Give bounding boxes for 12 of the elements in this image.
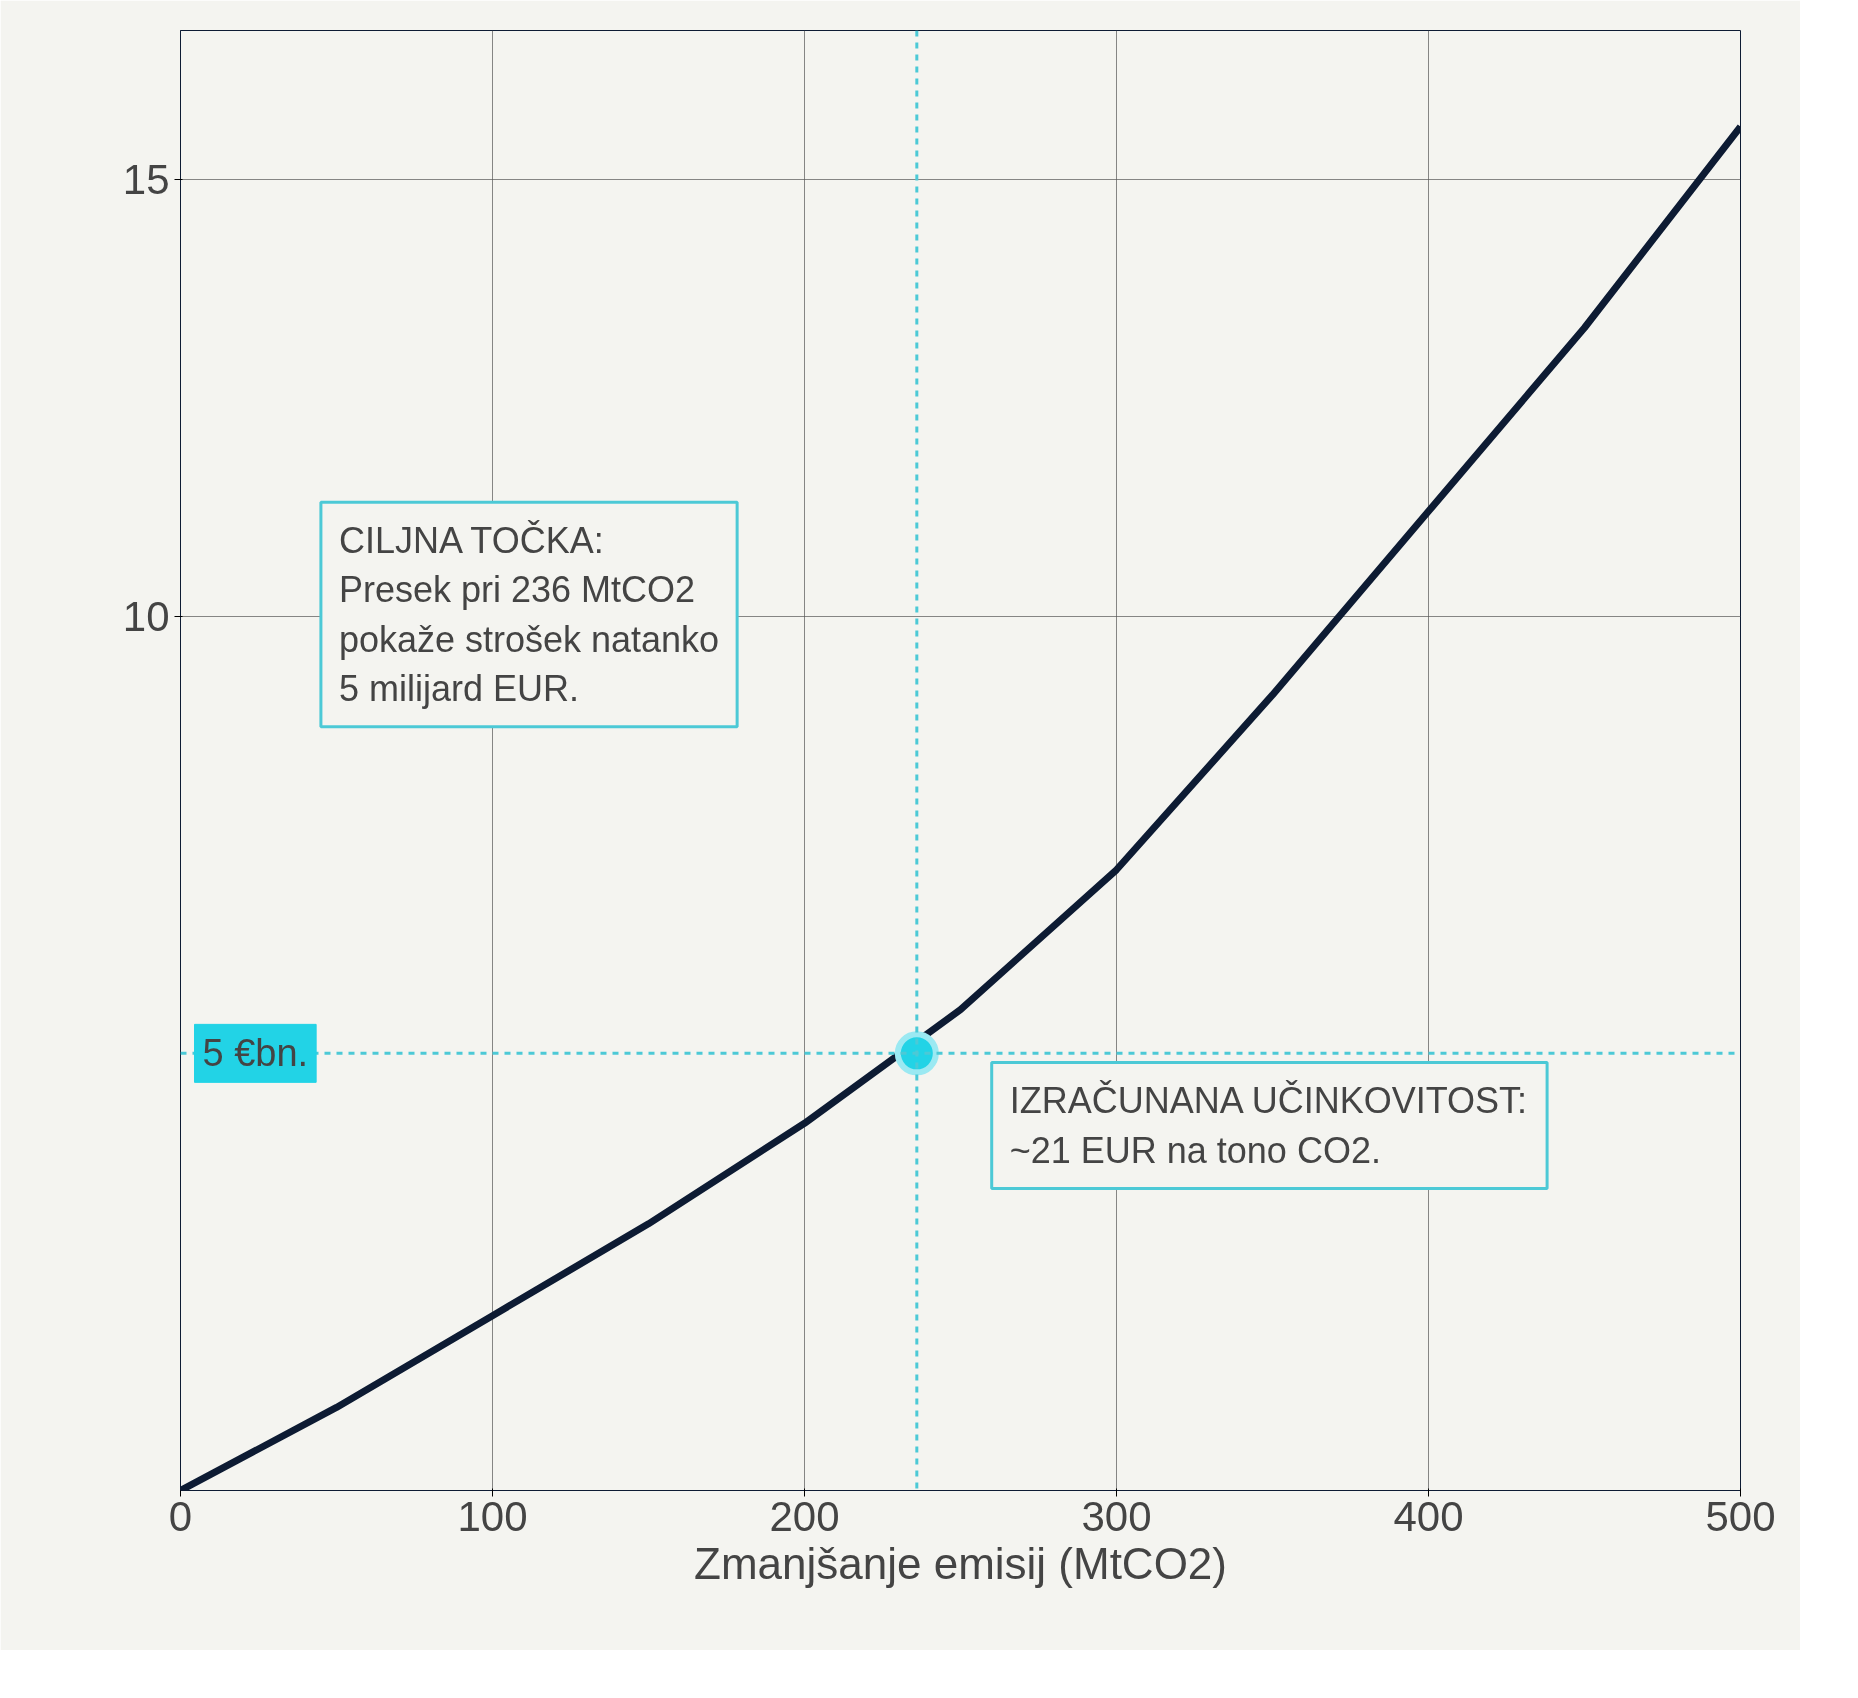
annotation: IZRAČUNANA UČINKOVITOST: ~21 EUR na tono CO2. [1009,1080,1528,1171]
x-tick-label: 400 [1393,1492,1464,1540]
x-tick-label: 500 [1705,1492,1776,1540]
x-tick-label: 200 [769,1492,840,1540]
ref-line-label: 5 €bn. [202,1032,309,1075]
x-tick-label: 0 [168,1492,193,1540]
x-tick-label: 100 [457,1492,528,1540]
x-tick-label: 300 [1081,1492,1152,1540]
x-axis-title: Zmanjšanje emisij (MtCO2) [694,1538,1227,1588]
y-tick-label: 15 [122,155,170,203]
annotation: CILJNA TOČKA: Presek pri 236 MtCO2 pokaže strošek natanko 5 milijard EUR. [338,520,720,709]
y-tick-label: 10 [122,592,170,640]
